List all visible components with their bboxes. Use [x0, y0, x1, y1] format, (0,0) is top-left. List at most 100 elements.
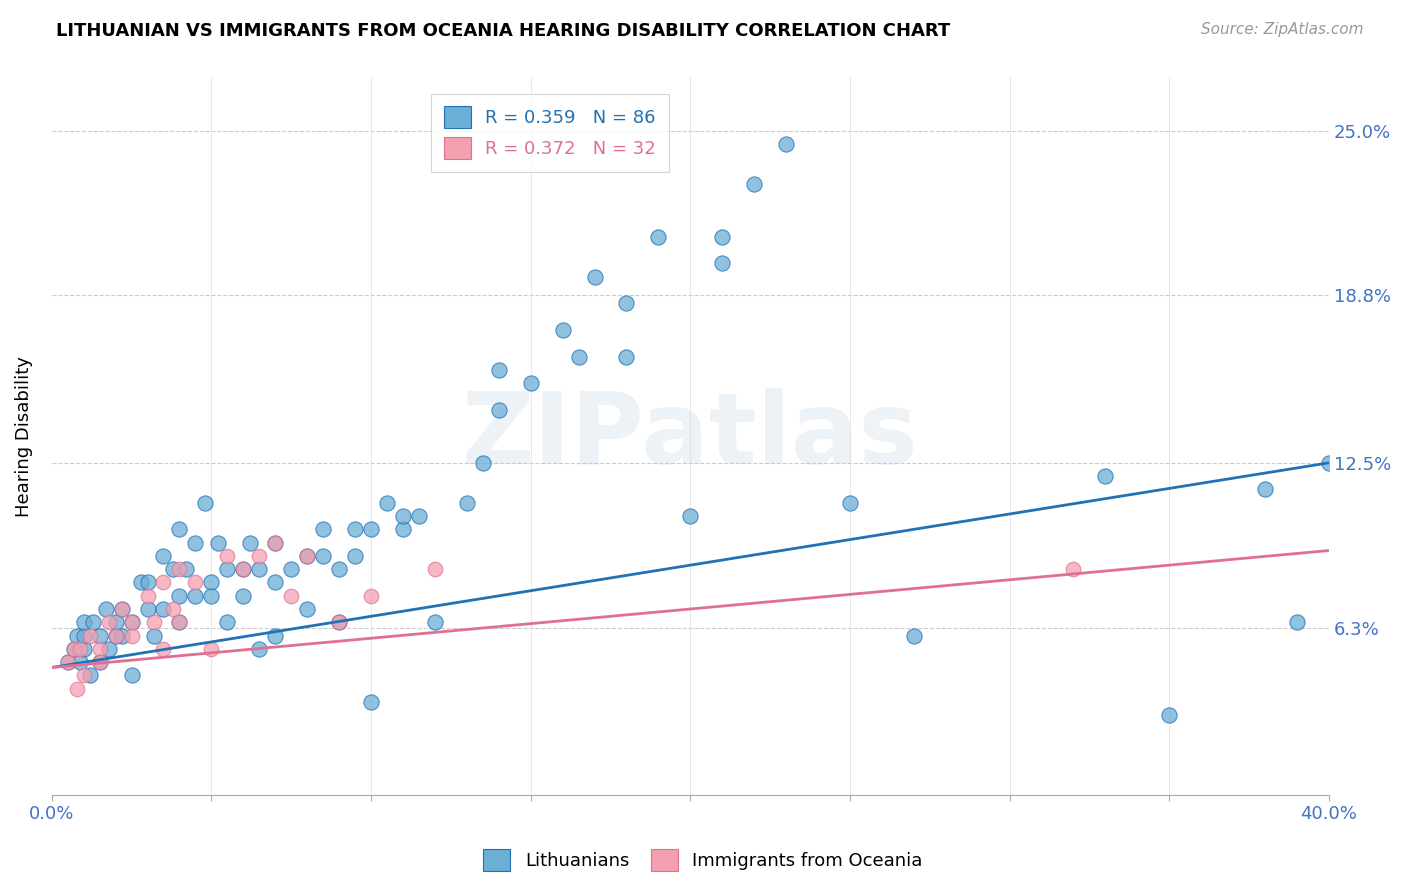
Point — [136, 575, 159, 590]
Point — [247, 562, 270, 576]
Point — [89, 629, 111, 643]
Point — [121, 615, 143, 630]
Point — [136, 602, 159, 616]
Point — [69, 655, 91, 669]
Point — [1094, 469, 1116, 483]
Point — [111, 602, 134, 616]
Point — [679, 508, 702, 523]
Point — [200, 575, 222, 590]
Point — [239, 535, 262, 549]
Point — [79, 629, 101, 643]
Point — [66, 629, 89, 643]
Point — [184, 535, 207, 549]
Point — [616, 296, 638, 310]
Point — [903, 629, 925, 643]
Point — [184, 589, 207, 603]
Point — [568, 350, 591, 364]
Point — [328, 615, 350, 630]
Point — [264, 575, 287, 590]
Point — [1159, 708, 1181, 723]
Point — [711, 256, 734, 270]
Text: ZIPatlas: ZIPatlas — [463, 388, 918, 484]
Point — [142, 615, 165, 630]
Point — [295, 549, 318, 563]
Point — [73, 641, 96, 656]
Point — [280, 562, 302, 576]
Point — [328, 615, 350, 630]
Point — [207, 535, 229, 549]
Point — [264, 535, 287, 549]
Point — [200, 589, 222, 603]
Point — [89, 655, 111, 669]
Point — [73, 615, 96, 630]
Point — [295, 602, 318, 616]
Point — [169, 562, 191, 576]
Point — [89, 641, 111, 656]
Point — [217, 615, 239, 630]
Point — [56, 655, 79, 669]
Point — [551, 323, 574, 337]
Point — [583, 269, 606, 284]
Point — [519, 376, 541, 390]
Point — [111, 602, 134, 616]
Point — [82, 615, 104, 630]
Point — [162, 562, 184, 576]
Point — [423, 562, 446, 576]
Text: Source: ZipAtlas.com: Source: ZipAtlas.com — [1201, 22, 1364, 37]
Point — [152, 602, 174, 616]
Point — [264, 535, 287, 549]
Point — [488, 402, 510, 417]
Point — [344, 549, 367, 563]
Point — [1062, 562, 1084, 576]
Point — [312, 549, 335, 563]
Point — [104, 615, 127, 630]
Point — [73, 629, 96, 643]
Point — [56, 655, 79, 669]
Point — [169, 589, 191, 603]
Point — [169, 522, 191, 536]
Point — [408, 508, 430, 523]
Point — [162, 602, 184, 616]
Point — [775, 136, 797, 151]
Point — [152, 641, 174, 656]
Point — [280, 589, 302, 603]
Point — [232, 562, 254, 576]
Point — [89, 655, 111, 669]
Point — [247, 641, 270, 656]
Point — [264, 629, 287, 643]
Point — [742, 177, 765, 191]
Point — [98, 641, 121, 656]
Point — [375, 496, 398, 510]
Point — [63, 641, 86, 656]
Point — [169, 615, 191, 630]
Point — [295, 549, 318, 563]
Point — [121, 668, 143, 682]
Point — [217, 549, 239, 563]
Point — [232, 562, 254, 576]
Point — [312, 522, 335, 536]
Y-axis label: Hearing Disability: Hearing Disability — [15, 356, 32, 516]
Point — [360, 522, 382, 536]
Point — [488, 363, 510, 377]
Point — [104, 629, 127, 643]
Point — [360, 695, 382, 709]
Point — [79, 668, 101, 682]
Point — [152, 549, 174, 563]
Point — [392, 522, 415, 536]
Legend: Lithuanians, Immigrants from Oceania: Lithuanians, Immigrants from Oceania — [477, 842, 929, 879]
Point — [73, 668, 96, 682]
Point — [174, 562, 197, 576]
Point — [647, 230, 669, 244]
Point — [142, 629, 165, 643]
Point — [423, 615, 446, 630]
Point — [184, 575, 207, 590]
Point — [121, 615, 143, 630]
Point — [839, 496, 862, 510]
Point — [94, 602, 117, 616]
Point — [344, 522, 367, 536]
Point — [456, 496, 478, 510]
Point — [111, 629, 134, 643]
Point — [1254, 483, 1277, 497]
Point — [360, 589, 382, 603]
Point — [616, 350, 638, 364]
